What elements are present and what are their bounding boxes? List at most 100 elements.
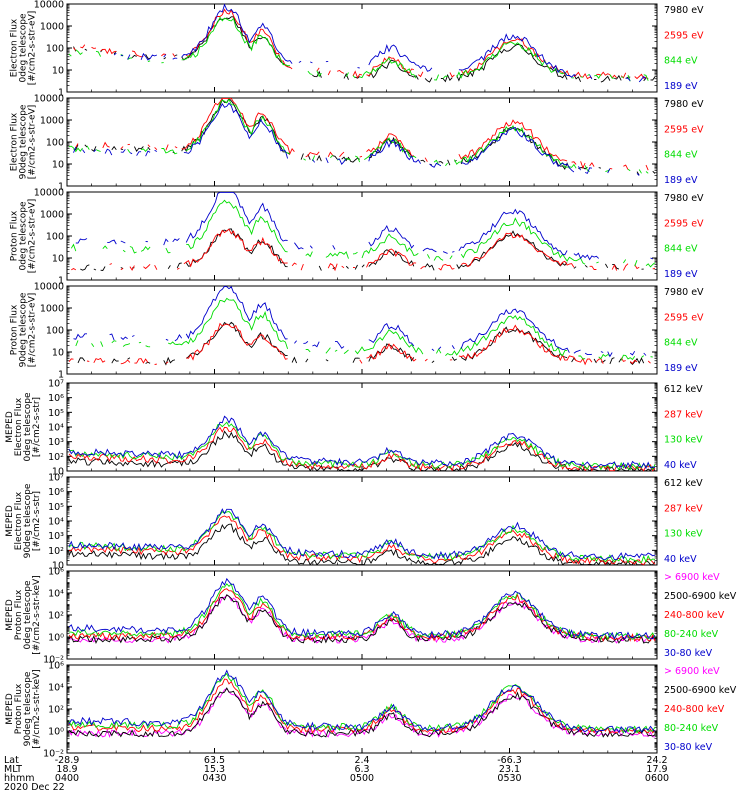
y-axis-label-line: Proton Flux: [10, 210, 20, 261]
y-tick-label: 1: [58, 182, 64, 193]
y-tick-label: 100: [46, 44, 64, 55]
y-tick-label: 10000: [34, 282, 64, 293]
legend-entry: 2595 eV: [664, 124, 704, 135]
x-axis-lat-value: -66.3: [497, 755, 522, 766]
y-tick-label: 10: [52, 160, 64, 171]
y-axis-label-line: [#/cm2-s-str-keV]: [32, 669, 42, 748]
y-axis-label-line: Electron Flux: [10, 18, 20, 77]
series-trace-844-ev: [68, 16, 649, 82]
y-tick-label: 10⁴: [48, 589, 64, 600]
y-tick-label: 100: [46, 138, 64, 149]
y-tick-label: 10³: [48, 437, 64, 448]
series-trace-612-kev: [68, 523, 656, 566]
y-axis-label-line: 0deg telescope: [23, 580, 33, 650]
y-tick-label: 10: [52, 348, 64, 359]
series-trace-189-ev: [113, 3, 647, 83]
x-axis-mlt-value: 23.1: [499, 764, 520, 775]
y-tick-label: 1000: [40, 22, 64, 33]
y-axis-label-line: Proton Flux: [14, 589, 24, 640]
y-tick-label: 10³: [48, 531, 64, 542]
y-tick-label: 1000: [40, 116, 64, 127]
y-tick-label: 10: [52, 66, 64, 77]
legend-entry: 612 keV: [664, 478, 703, 489]
y-tick-label: 10⁵: [48, 408, 64, 419]
y-tick-label: 10⁵: [48, 502, 64, 513]
series-trace-2595-ev: [69, 324, 655, 365]
y-tick-label: 10: [52, 467, 64, 478]
y-tick-label: 10000: [34, 188, 64, 199]
y-tick-label: 10⁻²: [43, 749, 64, 760]
y-axis-label-line: Electron Flux: [14, 397, 24, 456]
y-tick-label: 1: [58, 370, 64, 381]
series-trace-2595-ev: [71, 228, 656, 272]
panel-8: 10⁻² 10⁰ 10² 10⁴ 10⁶ MEPED Proton Flux 90deg te…: [5, 661, 737, 760]
legend-entry: 844 eV: [664, 150, 698, 161]
series-trace-189-ev: [74, 286, 653, 356]
legend-entry: 189 eV: [664, 175, 698, 186]
x-axis-row-label: MLT: [4, 764, 22, 775]
y-tick-label: 1: [58, 88, 64, 99]
x-axis-mlt-value: 17.9: [646, 764, 667, 775]
series-trace-189-ev: [75, 191, 653, 261]
panel-5: 10 10² 10³ 10⁴ 10⁵ 10⁶ 10⁷ MEPED Electron Flux 0d…: [5, 379, 703, 478]
y-tick-label: 10⁷: [48, 473, 64, 484]
series-trace-30-80-kev: [68, 669, 656, 734]
series-trace-287-kev: [68, 426, 656, 472]
series-trace-130-kev: [68, 421, 656, 471]
legend-entry: 40 keV: [664, 554, 697, 565]
legend-entry: > 6900 keV: [664, 666, 720, 677]
y-tick-label: 10⁴: [48, 423, 64, 434]
series-trace-7980-ev: [73, 97, 656, 176]
series-trace-40-kev: [68, 415, 656, 470]
y-axis-label: Electron Flux 0deg telescope [#/cm2-s-str-…: [10, 11, 38, 86]
legend-entry: 130 keV: [664, 435, 703, 446]
y-axis-label-line: 0deg telescope: [23, 392, 33, 462]
y-axis-label-line: [#/cm2-s-str]: [32, 491, 42, 551]
legend-entry: 2595 eV: [664, 218, 704, 229]
panel-frame: [66, 97, 658, 187]
panel-frame: [66, 382, 658, 472]
legend-entry: 80-240 keV: [664, 723, 719, 734]
series-trace-189-ev: [74, 103, 656, 175]
y-tick-label: 10²: [48, 546, 64, 557]
y-axis-label-line: [#/cm2-s-str]: [32, 397, 42, 457]
y-tick-label: 1: [58, 276, 64, 287]
y-tick-label: 100: [46, 232, 64, 243]
legend-entry: 189 eV: [664, 269, 698, 280]
y-axis-label: MEPED Proton Flux 90deg telescope [#/cm2-s-…: [5, 669, 42, 748]
y-tick-label: 10⁶: [48, 393, 64, 404]
legend-entry: 287 keV: [664, 409, 703, 420]
y-axis-label-line: [#/cm2-s-str-eV]: [28, 105, 38, 180]
legend-entry: 7980 eV: [664, 193, 704, 204]
y-axis-label-line: 90deg telescope: [19, 292, 29, 367]
y-tick-label: 1000: [40, 304, 64, 315]
x-axis-hhmm-value: 0530: [497, 773, 521, 784]
x-axis-row-label: Lat: [4, 755, 19, 766]
series-trace-240-800-kev: [68, 678, 656, 734]
y-axis-label: MEPED Proton Flux 0deg telescope [#/cm2-s-s…: [5, 575, 42, 654]
y-tick-label: 10⁶: [48, 487, 64, 498]
legend-entry: 7980 eV: [664, 287, 704, 298]
y-axis-label-line: 90deg telescope: [23, 483, 33, 558]
y-tick-label: 10000: [34, 94, 64, 105]
y-axis-label-line: [#/cm2-s-str-eV]: [28, 11, 38, 86]
x-axis-hhmm-value: 0600: [645, 773, 669, 784]
series-trace-80-240-kev: [68, 672, 656, 734]
y-axis-label-line: MEPED: [5, 693, 15, 725]
y-tick-label: 10²: [48, 611, 64, 622]
y-tick-label: 10000: [34, 0, 64, 11]
y-axis-label-line: MEPED: [5, 411, 15, 443]
legend-entry: 2595 eV: [664, 30, 704, 41]
legend-entry: 7980 eV: [664, 5, 704, 16]
legend-entry: 844 eV: [664, 338, 698, 349]
legend-entry: > 6900 keV: [664, 572, 720, 583]
legend-entry: 2500-6900 keV: [664, 685, 737, 696]
panel-7: 10⁻² 10⁰ 10² 10⁴ 10⁶ MEPED Proton Flux 0deg tel…: [5, 567, 737, 666]
y-axis-label-line: 0deg telescope: [19, 13, 29, 83]
y-axis-label: MEPED Electron Flux 0deg telescope [#/cm2-s…: [5, 392, 42, 462]
y-tick-label: 10⁰: [48, 633, 64, 644]
x-axis-mlt-value: 15.3: [204, 764, 225, 775]
